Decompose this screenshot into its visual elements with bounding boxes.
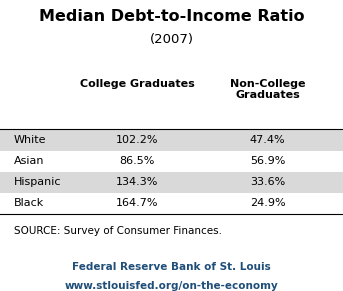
Bar <box>0 172 343 193</box>
Bar <box>0 129 343 151</box>
Text: 86.5%: 86.5% <box>119 156 155 166</box>
Text: 134.3%: 134.3% <box>116 177 158 187</box>
Text: www.stlouisfed.org/on-the-economy: www.stlouisfed.org/on-the-economy <box>64 281 279 291</box>
Text: White: White <box>14 135 46 145</box>
Text: (2007): (2007) <box>150 33 193 47</box>
Text: 102.2%: 102.2% <box>116 135 158 145</box>
Text: Federal Reserve Bank of St. Louis: Federal Reserve Bank of St. Louis <box>72 262 271 272</box>
Text: 47.4%: 47.4% <box>250 135 285 145</box>
Text: SOURCE: Survey of Consumer Finances.: SOURCE: Survey of Consumer Finances. <box>14 226 222 235</box>
Text: Median Debt-to-Income Ratio: Median Debt-to-Income Ratio <box>39 9 304 24</box>
Text: Non-College
Graduates: Non-College Graduates <box>230 79 305 100</box>
Text: 33.6%: 33.6% <box>250 177 285 187</box>
Text: 56.9%: 56.9% <box>250 156 285 166</box>
Text: 24.9%: 24.9% <box>250 198 285 208</box>
Text: Black: Black <box>14 198 44 208</box>
Text: 164.7%: 164.7% <box>116 198 158 208</box>
Text: Hispanic: Hispanic <box>14 177 61 187</box>
Text: College Graduates: College Graduates <box>80 79 194 88</box>
Text: Asian: Asian <box>14 156 44 166</box>
